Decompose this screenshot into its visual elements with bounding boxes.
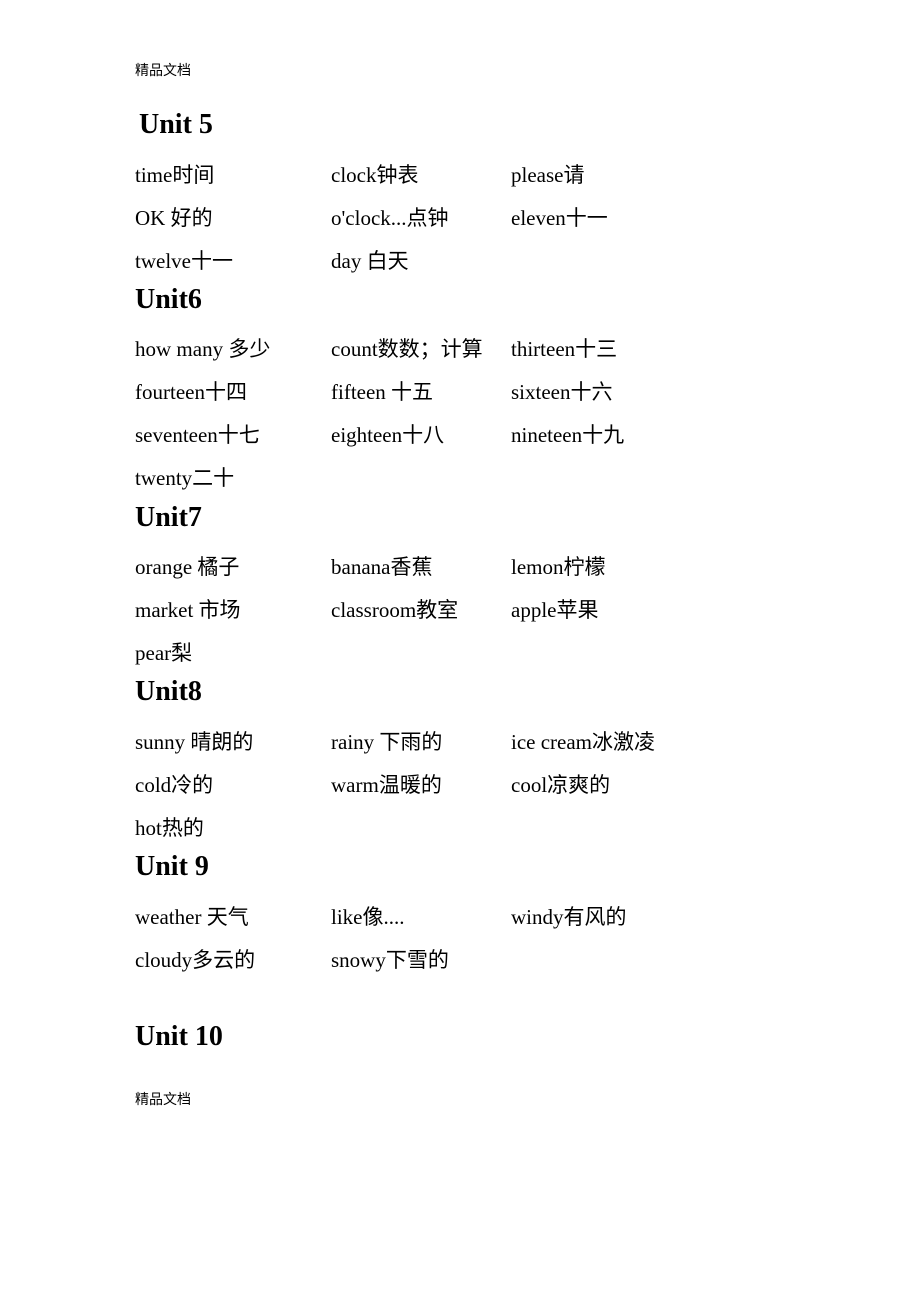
vocab-term xyxy=(331,457,511,500)
vocab-row: time时间 clock钟表 please请 xyxy=(135,154,785,197)
unit7-heading: Unit7 xyxy=(135,501,785,535)
vocab-term: apple苹果 xyxy=(511,589,785,632)
vocab-row: how many 多少 count数数；计算 thirteen十三 xyxy=(135,328,785,371)
vocab-term: warm温暖的 xyxy=(331,764,511,807)
vocab-term: fourteen十四 xyxy=(135,371,331,414)
vocab-row: cloudy多云的 snowy下雪的 xyxy=(135,939,785,982)
vocab-term: pear梨 xyxy=(135,632,331,675)
vocab-term: sixteen十六 xyxy=(511,371,785,414)
vocab-term: lemon柠檬 xyxy=(511,546,785,589)
vocab-row: seventeen十七 eighteen十八 nineteen十九 xyxy=(135,414,785,457)
vocab-term: ice cream冰激凌 xyxy=(511,721,785,764)
vocab-term xyxy=(511,457,785,500)
unit10-heading: Unit 10 xyxy=(135,1020,785,1054)
vocab-term: thirteen十三 xyxy=(511,328,785,371)
header-tag: 精品文档 xyxy=(135,60,785,80)
vocab-term xyxy=(511,939,785,982)
vocab-term: fifteen 十五 xyxy=(331,371,511,414)
vocab-term: twenty二十 xyxy=(135,457,331,500)
vocab-row: pear梨 xyxy=(135,632,785,675)
vocab-term: rainy 下雨的 xyxy=(331,721,511,764)
document-page: 精品文档 Unit 5 time时间 clock钟表 please请 OK 好的… xyxy=(0,0,920,1302)
vocab-term xyxy=(511,632,785,675)
vocab-term: OK 好的 xyxy=(135,197,331,240)
vocab-term: snowy下雪的 xyxy=(331,939,511,982)
unit5-heading: Unit 5 xyxy=(135,108,785,142)
vocab-term: time时间 xyxy=(135,154,331,197)
vocab-term: twelve十一 xyxy=(135,240,331,283)
vocab-term: cool凉爽的 xyxy=(511,764,785,807)
unit9-heading: Unit 9 xyxy=(135,850,785,884)
vocab-row: hot热的 xyxy=(135,807,785,850)
vocab-row: orange 橘子 banana香蕉 lemon柠檬 xyxy=(135,546,785,589)
vocab-row: twenty二十 xyxy=(135,457,785,500)
vocab-term: count数数；计算 xyxy=(331,328,511,371)
vocab-term: cold冷的 xyxy=(135,764,331,807)
vocab-term: please请 xyxy=(511,154,785,197)
unit8-heading: Unit8 xyxy=(135,675,785,709)
vocab-term: eighteen十八 xyxy=(331,414,511,457)
vocab-row: sunny 晴朗的 rainy 下雨的 ice cream冰激凌 xyxy=(135,721,785,764)
vocab-row: OK 好的 o'clock...点钟 eleven十一 xyxy=(135,197,785,240)
vocab-term: orange 橘子 xyxy=(135,546,331,589)
vocab-term: weather 天气 xyxy=(135,896,331,939)
vocab-term: windy有风的 xyxy=(511,896,785,939)
footer-tag: 精品文档 xyxy=(135,1089,785,1109)
vocab-term xyxy=(511,807,785,850)
vocab-term: hot热的 xyxy=(135,807,331,850)
vocab-row: fourteen十四 fifteen 十五 sixteen十六 xyxy=(135,371,785,414)
vocab-term xyxy=(511,240,785,283)
vocab-term: cloudy多云的 xyxy=(135,939,331,982)
vocab-term: o'clock...点钟 xyxy=(331,197,511,240)
vocab-row: weather 天气 like像.... windy有风的 xyxy=(135,896,785,939)
vocab-term: day 白天 xyxy=(331,240,511,283)
vocab-term: market 市场 xyxy=(135,589,331,632)
vocab-term xyxy=(331,807,511,850)
blank-line xyxy=(135,982,785,1020)
vocab-term: eleven十一 xyxy=(511,197,785,240)
vocab-row: twelve十一 day 白天 xyxy=(135,240,785,283)
vocab-term: sunny 晴朗的 xyxy=(135,721,331,764)
vocab-term: classroom教室 xyxy=(331,589,511,632)
vocab-term: how many 多少 xyxy=(135,328,331,371)
vocab-term: banana香蕉 xyxy=(331,546,511,589)
vocab-term: seventeen十七 xyxy=(135,414,331,457)
vocab-term: clock钟表 xyxy=(331,154,511,197)
vocab-term: nineteen十九 xyxy=(511,414,785,457)
vocab-term: like像.... xyxy=(331,896,511,939)
vocab-row: market 市场 classroom教室 apple苹果 xyxy=(135,589,785,632)
unit6-heading: Unit6 xyxy=(135,283,785,317)
vocab-row: cold冷的 warm温暖的 cool凉爽的 xyxy=(135,764,785,807)
vocab-term xyxy=(331,632,511,675)
